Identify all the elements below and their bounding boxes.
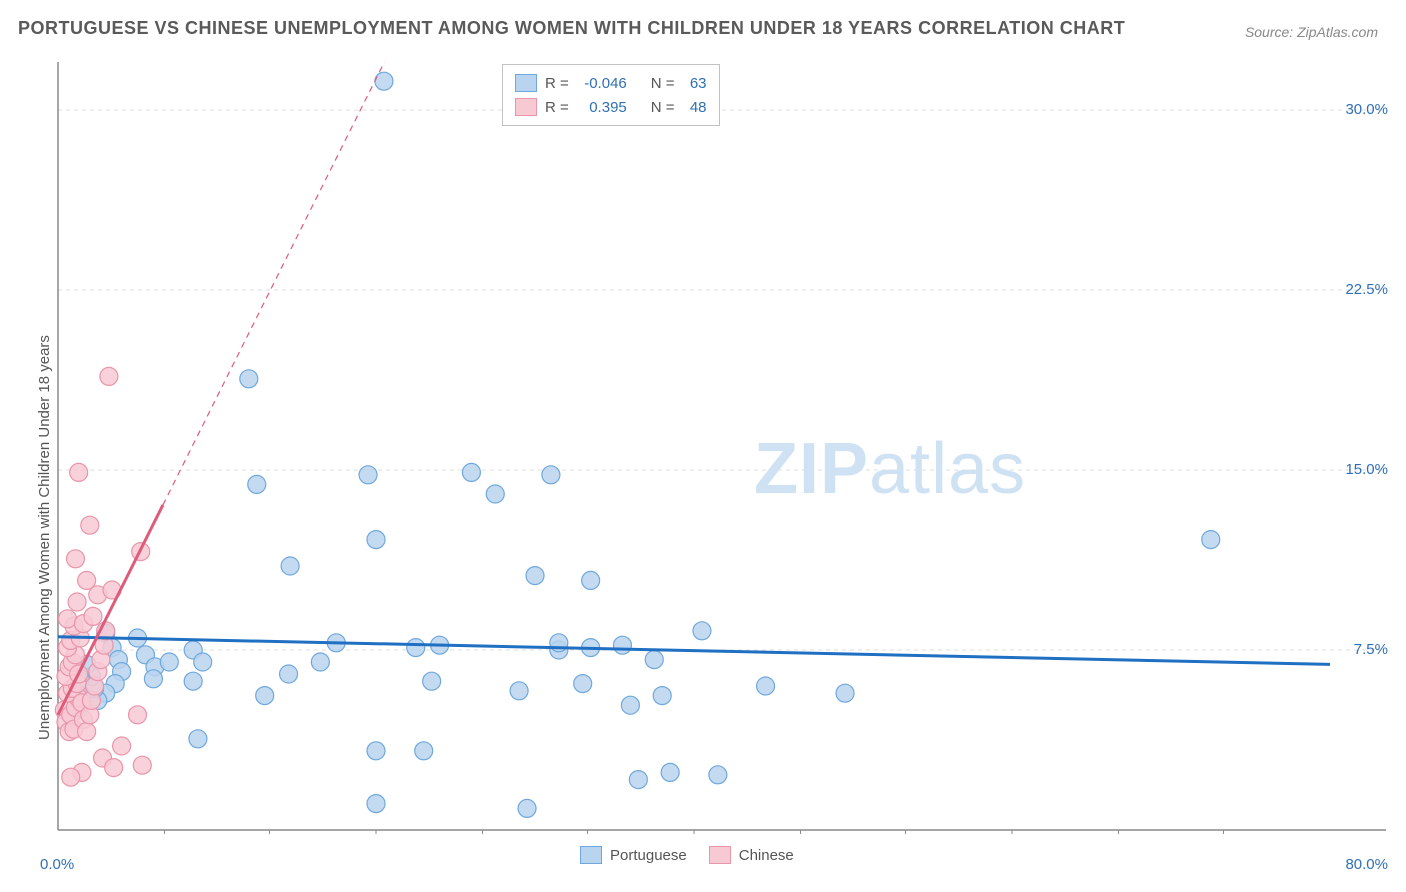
r-value: -0.046 bbox=[577, 75, 627, 92]
y-tick-label: 7.5% bbox=[1354, 641, 1388, 658]
legend-item: Portuguese bbox=[580, 846, 687, 864]
y-tick-label: 15.0% bbox=[1345, 461, 1388, 478]
correlation-stats-box: R = -0.046 N = 63 R = 0.395 N = 48 bbox=[502, 64, 720, 126]
swatch-icon bbox=[515, 74, 537, 92]
n-value: 63 bbox=[683, 75, 707, 92]
swatch-icon bbox=[580, 846, 602, 864]
chart-plot-area: ZIPatlas R = -0.046 N = 63 R = 0.395 N =… bbox=[54, 58, 1390, 834]
n-value: 48 bbox=[683, 99, 707, 116]
swatch-icon bbox=[515, 98, 537, 116]
chart-title: PORTUGUESE VS CHINESE UNEMPLOYMENT AMONG… bbox=[18, 18, 1125, 39]
n-label: N = bbox=[651, 75, 675, 92]
legend-label: Chinese bbox=[739, 847, 794, 864]
y-tick-label: 22.5% bbox=[1345, 281, 1388, 298]
legend-label: Portuguese bbox=[610, 847, 687, 864]
r-label: R = bbox=[545, 99, 569, 116]
x-axis-min-label: 0.0% bbox=[40, 856, 74, 873]
chart-svg bbox=[54, 58, 1390, 834]
y-axis-label: Unemployment Among Women with Children U… bbox=[36, 335, 53, 740]
y-tick-label: 30.0% bbox=[1345, 101, 1388, 118]
r-value: 0.395 bbox=[577, 99, 627, 116]
stats-row: R = -0.046 N = 63 bbox=[515, 71, 707, 95]
legend-item: Chinese bbox=[709, 846, 794, 864]
series-legend: Portuguese Chinese bbox=[580, 846, 794, 864]
stats-row: R = 0.395 N = 48 bbox=[515, 95, 707, 119]
swatch-icon bbox=[709, 846, 731, 864]
x-axis-max-label: 80.0% bbox=[1345, 856, 1388, 873]
source-attribution: Source: ZipAtlas.com bbox=[1245, 24, 1378, 40]
r-label: R = bbox=[545, 75, 569, 92]
n-label: N = bbox=[651, 99, 675, 116]
